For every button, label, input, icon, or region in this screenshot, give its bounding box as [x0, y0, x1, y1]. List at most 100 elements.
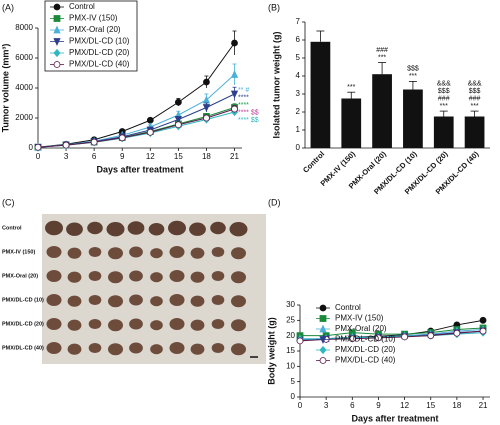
data-point [427, 332, 435, 340]
tumor [127, 221, 145, 235]
x-tick-label: 12 [400, 401, 409, 410]
tumor [88, 342, 102, 354]
tumor [169, 270, 185, 282]
row-label: PMX-IV (150) [2, 249, 35, 255]
legend-marker [53, 3, 61, 11]
significance-label: **** [238, 94, 249, 101]
row-label: PMX/DL-CD (20) [2, 321, 44, 327]
y-tick-label: 0 [291, 392, 296, 401]
data-point [375, 334, 382, 342]
tumor [67, 319, 82, 331]
x-tick-label: 12 [146, 152, 155, 161]
legend-marker [319, 357, 327, 364]
tumor [108, 295, 123, 308]
y-tick-label: 30 [286, 300, 295, 309]
x-axis-title: Days after treatment [351, 413, 438, 423]
tumor [150, 320, 163, 331]
tumor [190, 343, 205, 355]
legend-label: Control [69, 2, 95, 11]
legend-marker [319, 304, 327, 312]
y-tick-label: 2000 [15, 113, 33, 122]
significance-label: *** [347, 84, 355, 91]
data-point [479, 316, 487, 324]
y-tick-label: 0 [296, 143, 301, 152]
y-tick-label: 15 [286, 346, 295, 355]
data-point [146, 116, 154, 124]
legend-marker [53, 38, 61, 46]
legend-marker [53, 61, 61, 68]
tumor [46, 294, 62, 306]
y-tick-label: 0 [29, 143, 34, 152]
tumor [129, 342, 143, 354]
bar [464, 116, 485, 148]
significance-label: *** [409, 73, 417, 80]
legend-label: Control [335, 303, 361, 312]
tumor [150, 272, 163, 283]
significance-label: ** # [238, 87, 249, 94]
significance-label: ### [469, 95, 481, 102]
panel-label: (C) [2, 197, 15, 207]
tumor [106, 222, 125, 237]
legend-marker [319, 345, 327, 355]
legend-label: PMX-Oral (20) [69, 25, 121, 34]
tumor [231, 247, 246, 260]
y-tick-label: 25 [286, 315, 295, 324]
tumor [150, 296, 163, 307]
y-tick-label: 4 [296, 71, 301, 80]
tumor [88, 270, 102, 282]
data-point [231, 39, 238, 47]
legend-marker [319, 324, 327, 333]
bar [433, 116, 454, 148]
row-label: PMX/DL-CD (40) [2, 345, 44, 351]
legend-label: PMX-IV (150) [335, 314, 384, 323]
significance-label: ### [376, 47, 388, 54]
x-tick-label: 15 [426, 401, 435, 410]
legend-label: PMX/DL-CD (40) [335, 356, 396, 365]
x-tick-label: 3 [324, 401, 329, 410]
photo-background [42, 214, 266, 364]
row-label: PMX-Oral (20) [2, 273, 38, 279]
x-tick-label: 15 [174, 152, 183, 161]
legend-marker [53, 25, 61, 34]
x-tick-label: 9 [376, 401, 381, 410]
tumor [211, 294, 225, 306]
y-tick-label: 20 [286, 331, 295, 340]
significance-label: *** [470, 103, 478, 110]
tumor [67, 343, 82, 355]
x-tick-label: 21 [479, 401, 488, 410]
y-axis-title: Tumor volume (mm³) [0, 44, 10, 133]
tumor [211, 270, 225, 282]
tumor [189, 222, 206, 236]
data-point [146, 128, 154, 136]
series-line [37, 108, 235, 148]
x-tick-label: 18 [202, 152, 211, 161]
y-tick-label: 8000 [15, 23, 33, 32]
significance-label: **** [238, 102, 249, 109]
y-tick-label: 6000 [15, 53, 33, 62]
x-tick-label: 9 [120, 152, 125, 161]
x-tick-label: Control [301, 149, 326, 174]
tumor [108, 271, 123, 284]
data-point [203, 114, 210, 122]
tumor [46, 270, 62, 282]
tumor [168, 220, 186, 236]
x-tick-label: 6 [350, 401, 355, 410]
x-tick-label: 18 [452, 401, 461, 410]
data-point [230, 90, 239, 99]
series-line [37, 74, 235, 148]
tumor [66, 222, 83, 236]
tumor [88, 294, 102, 306]
tumor [190, 271, 205, 283]
data-point [203, 78, 210, 86]
legend-label: PMX-Oral (20) [335, 324, 387, 333]
legend-marker [53, 15, 61, 22]
series-line [37, 42, 235, 148]
data-point [90, 138, 98, 146]
tumor [88, 318, 102, 330]
tumor [46, 342, 62, 354]
series-line [299, 332, 484, 340]
legend-label: PMX/DL-CD (40) [69, 60, 130, 69]
data-point [202, 104, 211, 112]
tumor [210, 221, 226, 235]
